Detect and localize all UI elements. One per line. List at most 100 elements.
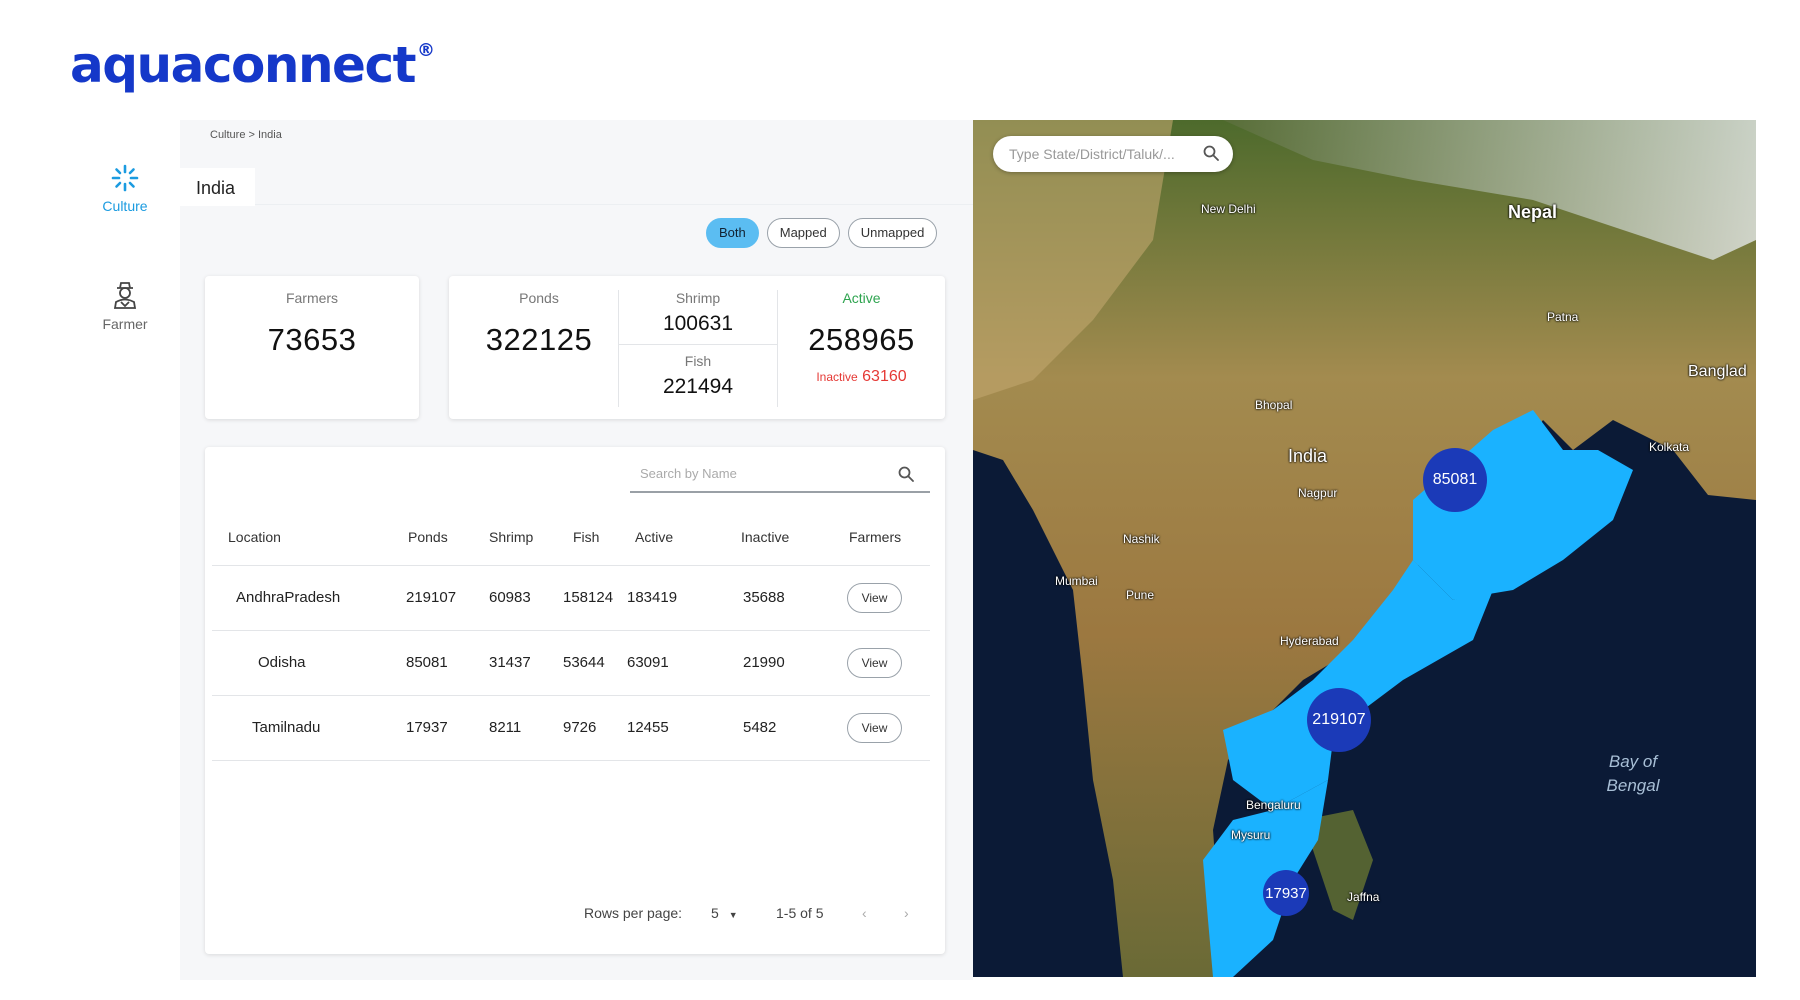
- row-location: Tamilnadu: [212, 695, 387, 761]
- active-label: Active: [842, 290, 881, 306]
- name-search: [630, 458, 930, 493]
- tamilnadu-region: [1203, 780, 1328, 977]
- label-patna: Patna: [1547, 310, 1579, 324]
- shrimp-fish-divider: [619, 344, 777, 345]
- chevron-down-icon: ▼: [728, 910, 738, 920]
- ponds-divider-1: [618, 290, 619, 407]
- col-farmers: Farmers: [825, 510, 930, 566]
- map-search: [993, 136, 1233, 172]
- name-search-input[interactable]: [630, 458, 880, 488]
- fish-label: Fish: [684, 353, 712, 369]
- view-button[interactable]: View: [847, 582, 902, 613]
- registered-mark: ®: [417, 40, 435, 61]
- filter-mapped-button[interactable]: Mapped: [766, 218, 840, 248]
- mapping-filter: Both Mapped Unmapped: [706, 218, 938, 248]
- table-row: Odisha 85081 31437 53644 63091 21990 Vie…: [212, 630, 930, 696]
- label-bengaluru: Bengaluru: [1246, 798, 1301, 812]
- table-row: AndhraPradesh 219107 60983 158124 183419…: [212, 565, 930, 631]
- table-header-row: Location Ponds Shrimp Fish Active Inacti…: [212, 510, 930, 566]
- farmer-icon: [113, 282, 137, 309]
- cluster-andhra[interactable]: 219107: [1307, 688, 1371, 752]
- label-jaffna: Jaffna: [1347, 890, 1380, 904]
- sidebar-item-culture[interactable]: Culture: [70, 164, 180, 214]
- row-shrimp: 31437: [479, 630, 559, 696]
- tab-india[interactable]: India: [180, 168, 255, 206]
- ponds-label: Ponds: [519, 290, 559, 306]
- view-button[interactable]: View: [847, 712, 902, 743]
- row-location: Odisha: [212, 630, 387, 696]
- label-kolkata: Kolkata: [1649, 440, 1690, 454]
- label-nagpur: Nagpur: [1298, 486, 1338, 500]
- sidebar-item-farmer-label: Farmer: [102, 316, 148, 332]
- ponds-divider-2: [777, 290, 778, 407]
- location-table: Location Ponds Shrimp Fish Active Inacti…: [212, 510, 930, 761]
- label-mumbai: Mumbai: [1055, 574, 1098, 588]
- row-active: 63091: [627, 630, 725, 696]
- next-page-button[interactable]: ›: [904, 905, 909, 921]
- row-fish: 9726: [559, 695, 627, 761]
- shrimp-label: Shrimp: [675, 290, 721, 306]
- fish-value: 221494: [662, 375, 734, 398]
- logo-text: aquaconnect: [70, 36, 417, 94]
- ponds-card: Ponds 322125 Shrimp 100631 Fish 221494 A…: [449, 276, 945, 419]
- farmers-value: 73653: [267, 322, 357, 357]
- col-inactive: Inactive: [725, 510, 825, 566]
- row-farmers: View: [825, 630, 930, 696]
- row-inactive: 5482: [725, 695, 825, 761]
- label-nashik: Nashik: [1123, 532, 1160, 546]
- culture-icon: [111, 164, 139, 192]
- ponds-value: 322125: [485, 322, 593, 357]
- col-shrimp: Shrimp: [479, 510, 559, 566]
- col-active: Active: [627, 510, 725, 566]
- row-farmers: View: [825, 695, 930, 761]
- row-location: AndhraPradesh: [212, 565, 387, 631]
- row-fish: 53644: [559, 630, 627, 696]
- map-search-icon[interactable]: [1203, 145, 1219, 161]
- breadcrumb[interactable]: Culture > India: [210, 129, 282, 141]
- farmers-card: Farmers 73653: [205, 276, 419, 419]
- label-bay-of-bengal: Bay of Bengal: [1606, 752, 1660, 795]
- col-ponds: Ponds: [387, 510, 479, 566]
- label-nepal: Nepal: [1508, 202, 1558, 222]
- row-ponds: 85081: [387, 630, 479, 696]
- label-pune: Pune: [1126, 588, 1155, 602]
- rows-per-page-value: 5: [711, 905, 719, 921]
- brand-logo: aquaconnect ®: [70, 36, 435, 94]
- view-button[interactable]: View: [847, 647, 902, 678]
- tab-divider: [255, 204, 973, 205]
- pagination-range: 1-5 of 5: [776, 905, 824, 921]
- row-fish: 158124: [559, 565, 627, 631]
- cluster-tamilnadu[interactable]: 17937: [1263, 870, 1309, 916]
- sidebar-item-culture-label: Culture: [102, 198, 148, 214]
- inactive-value: 63160: [862, 368, 907, 385]
- label-new-delhi: New Delhi: [1201, 202, 1256, 216]
- row-inactive: 21990: [725, 630, 825, 696]
- row-active: 12455: [627, 695, 725, 761]
- row-farmers: View: [825, 565, 930, 631]
- search-icon[interactable]: [898, 466, 914, 482]
- rows-per-page-select[interactable]: 5 ▼: [711, 905, 738, 921]
- label-mysuru: Mysuru: [1231, 828, 1271, 842]
- row-active: 183419: [627, 565, 725, 631]
- chevron-left-icon: ‹: [862, 905, 867, 921]
- active-value: 258965: [808, 322, 915, 357]
- row-ponds: 219107: [387, 565, 479, 631]
- prev-page-button[interactable]: ‹: [862, 905, 867, 921]
- rows-per-page-label: Rows per page:: [584, 905, 683, 921]
- row-shrimp: 8211: [479, 695, 559, 761]
- row-ponds: 17937: [387, 695, 479, 761]
- col-location: Location: [212, 510, 387, 566]
- col-fish: Fish: [559, 510, 627, 566]
- farmers-label: Farmers: [285, 290, 339, 306]
- row-shrimp: 60983: [479, 565, 559, 631]
- sidebar-item-farmer[interactable]: Farmer: [70, 280, 180, 332]
- cluster-odisha[interactable]: 85081: [1423, 448, 1487, 512]
- map-search-input[interactable]: [993, 136, 1183, 172]
- label-bhopal: Bhopal: [1255, 398, 1293, 412]
- map-view[interactable]: 85081 219107 17937 Nepal India Bay of Be…: [973, 120, 1756, 977]
- row-inactive: 35688: [725, 565, 825, 631]
- andhra-region: [1223, 560, 1493, 810]
- filter-unmapped-button[interactable]: Unmapped: [847, 218, 938, 248]
- filter-both-button[interactable]: Both: [706, 218, 759, 248]
- label-bangladesh: Banglad: [1688, 363, 1747, 380]
